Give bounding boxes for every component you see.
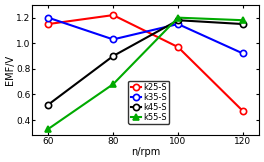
- Legend: k25-S, k35-S, k45-S, k55-S: k25-S, k35-S, k45-S, k55-S: [128, 81, 169, 124]
- k55-S: [47, 128, 50, 130]
- k35-S: [241, 52, 244, 54]
- k35-S: [47, 17, 50, 19]
- k25-S: [112, 14, 115, 16]
- k35-S: [112, 38, 115, 40]
- Y-axis label: EMF/V: EMF/V: [5, 55, 15, 85]
- X-axis label: n/rpm: n/rpm: [131, 147, 160, 157]
- Line: k45-S: k45-S: [45, 17, 246, 108]
- Line: k55-S: k55-S: [45, 15, 246, 132]
- Line: k25-S: k25-S: [45, 12, 246, 114]
- k45-S: [176, 19, 180, 21]
- k35-S: [176, 23, 180, 25]
- k55-S: [176, 17, 180, 19]
- k25-S: [176, 46, 180, 48]
- k55-S: [241, 19, 244, 21]
- k55-S: [112, 83, 115, 85]
- k25-S: [47, 23, 50, 25]
- k45-S: [112, 55, 115, 57]
- Line: k35-S: k35-S: [45, 15, 246, 57]
- k45-S: [47, 104, 50, 106]
- k45-S: [241, 23, 244, 25]
- k25-S: [241, 110, 244, 112]
